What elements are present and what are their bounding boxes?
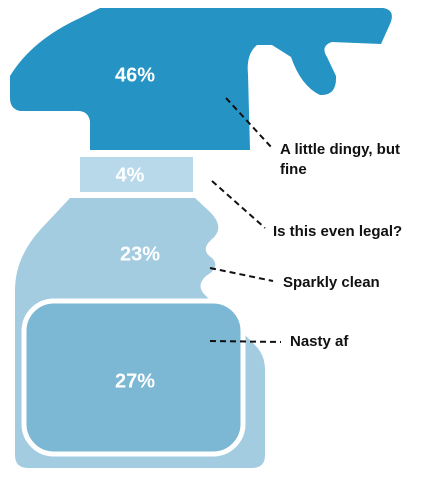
label-panel [21, 298, 246, 457]
leader-line [209, 340, 282, 343]
neck-band [80, 157, 193, 192]
category-label: Is this even legal? [273, 223, 403, 240]
value-label: 23% [120, 243, 160, 265]
leader-line [225, 97, 273, 149]
value-label: 27% [115, 370, 155, 392]
category-label: A little dingy, but fine [280, 141, 400, 178]
category-label: Sparkly clean [283, 274, 380, 291]
leader-line [211, 180, 266, 229]
sprayer-head [10, 8, 392, 150]
category-label: Nasty af [290, 333, 349, 350]
value-label: 46% [115, 64, 155, 86]
leader-line [209, 267, 274, 282]
value-label: 4% [116, 164, 145, 186]
